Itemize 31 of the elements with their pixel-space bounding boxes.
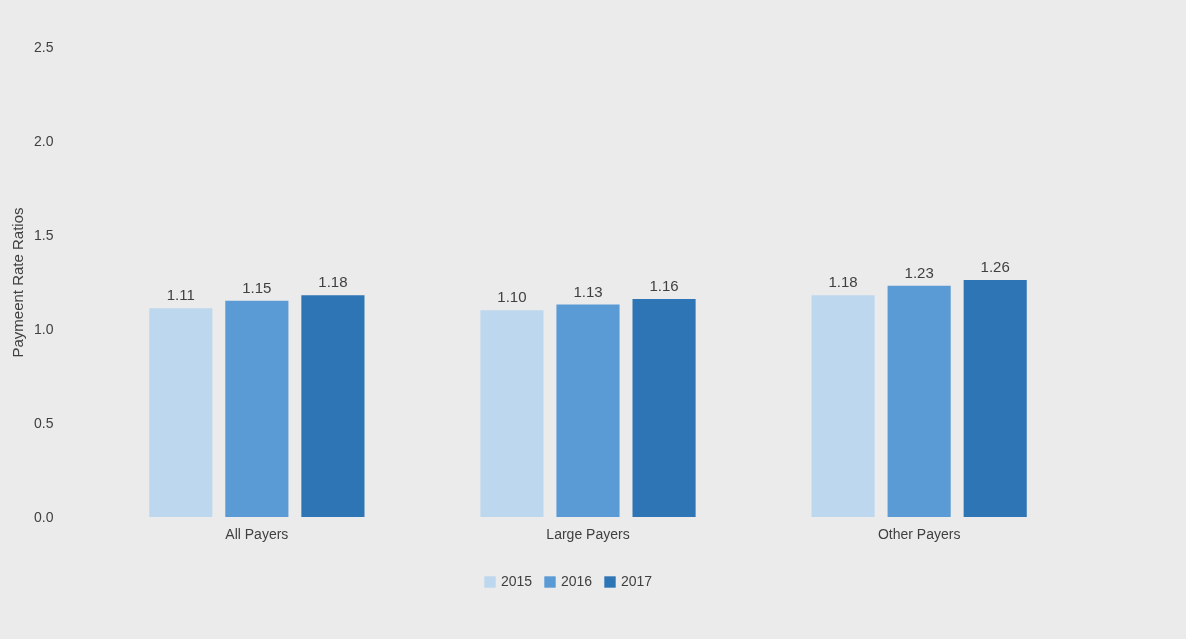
data-label: 1.10 [497,288,527,306]
bar [811,295,875,517]
x-tick-label: All Payers [225,525,289,542]
legend-label: 2017 [621,573,653,589]
legend-label: 2016 [561,573,593,589]
x-tick-label: Other Payers [877,525,961,542]
bar [632,298,696,517]
legend-label: 2015 [501,573,533,589]
bar [480,310,544,517]
bar [149,308,213,517]
y-tick-label: 1.0 [34,320,54,337]
y-tick-label: 0.0 [34,508,54,525]
data-label: 1.13 [573,282,603,300]
bar [556,304,620,517]
x-tick-label: Large Payers [546,525,630,542]
y-tick-label: 0.5 [34,414,54,431]
data-label: 1.16 [649,276,679,294]
data-label: 1.11 [166,286,195,304]
bar [301,295,365,517]
data-label: 1.18 [318,273,348,291]
bar [963,280,1027,517]
y-tick-label: 1.5 [34,226,54,243]
data-label: 1.23 [904,263,934,281]
y-axis-title: Paymeent Rate Ratios [9,207,27,358]
data-label: 1.18 [828,273,858,291]
y-tick-label: 2.5 [34,38,54,55]
y-tick-label: 2.0 [34,132,54,149]
data-label: 1.26 [980,258,1010,276]
bar [887,285,951,517]
data-label: 1.15 [242,278,272,296]
bar [225,300,289,517]
